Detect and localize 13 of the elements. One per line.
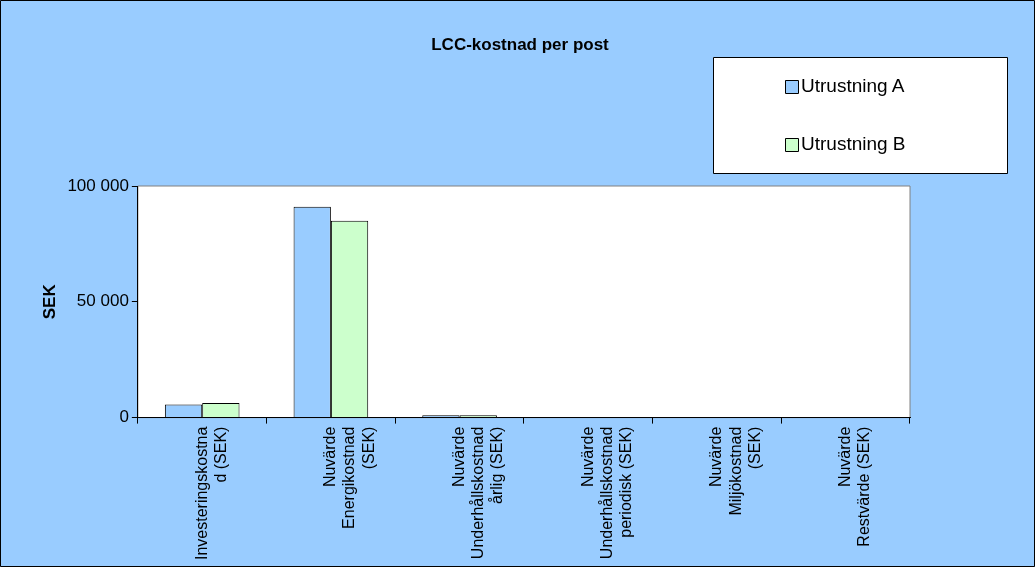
x-tick-label: Nuvärde Underhållskostnad årlig (SEK) bbox=[449, 426, 506, 560]
x-tick-label: Investeringskostnad (SEK) bbox=[192, 426, 229, 560]
y-tick-label: 50 000 bbox=[76, 291, 129, 311]
x-tick-label: Nuvärde Miljökostnad (SEK) bbox=[707, 426, 763, 516]
y-axis-title: SEK bbox=[39, 283, 59, 320]
y-tick-label: 100 000 bbox=[67, 175, 129, 195]
legend-label: Utrustning A bbox=[801, 75, 905, 97]
legend-label: Utrustning B bbox=[801, 133, 906, 155]
x-tick-label: Nuvärde Energikostnad (SEK) bbox=[321, 426, 377, 529]
x-tick-label: Nuvärde Underhållskostnad periodisk (SEK) bbox=[578, 426, 635, 560]
x-tick-label: Nuvärde Restvärde (SEK) bbox=[836, 426, 873, 547]
chart-title: LCC-kostnad per post bbox=[431, 34, 610, 54]
y-tick-label: 0 bbox=[119, 407, 129, 427]
